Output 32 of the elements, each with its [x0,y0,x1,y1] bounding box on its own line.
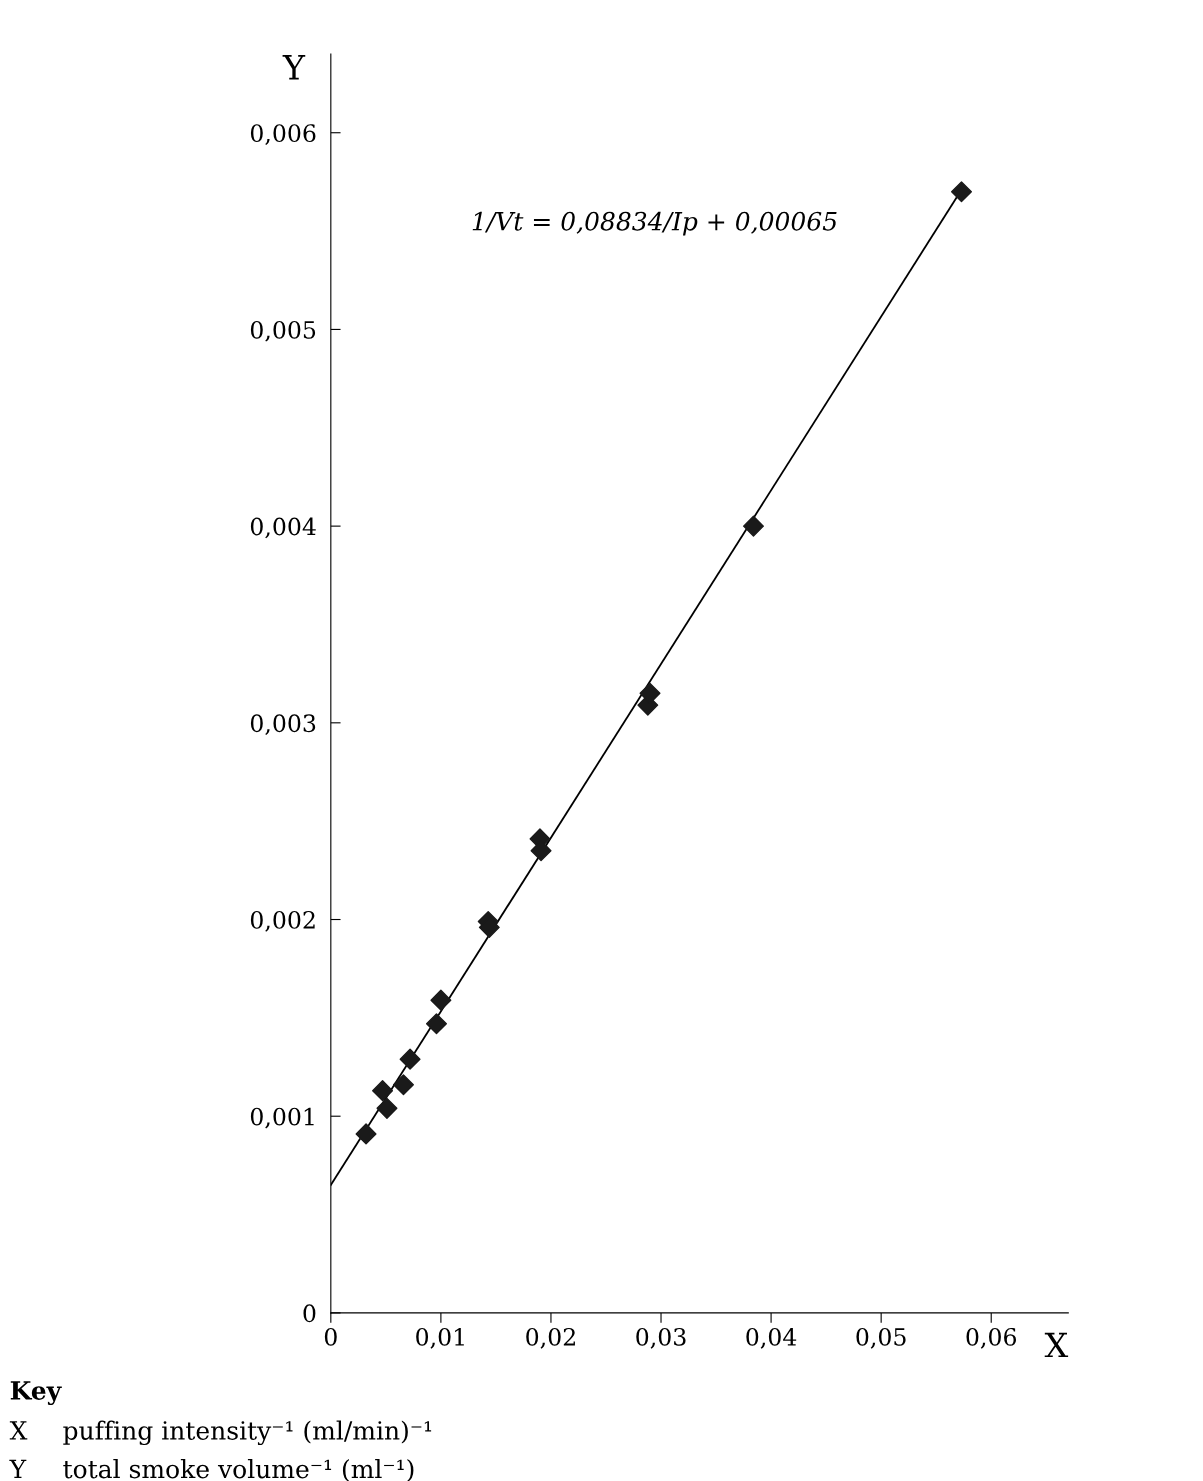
x-tick-label: 0,05 [856,1327,906,1349]
text: total smoke volume⁻¹ (ml⁻¹) [63,1459,414,1481]
y-tick-label: 0,006 [250,124,316,145]
y-tick-label: 0,005 [250,320,316,342]
text: Y [9,1459,27,1479]
annotation: 1/Vt = 0,08834/Ip + 0,00065 [472,211,837,236]
x-axis-title: X [1044,1332,1069,1358]
x-tick-label: 0,02 [526,1327,575,1349]
y-tick-label: 0 [303,1304,316,1323]
point [742,515,764,537]
y-tick-label: 0,004 [250,517,316,539]
x-tick-label: 0,01 [416,1327,464,1349]
point [425,1013,448,1035]
x-tick-label: 0,06 [966,1327,1017,1349]
y-tick-label: 0,003 [250,714,316,736]
point [372,1080,394,1102]
y-tick-label: 0,002 [250,910,315,932]
point [950,181,973,203]
text: puffing intensity⁻¹ (ml/min)⁻¹ [63,1420,432,1446]
y-tick-label: 0,001 [250,1107,314,1129]
text: X [9,1421,28,1440]
point [430,989,452,1011]
point [376,1097,398,1119]
point [639,682,661,704]
x-tick-label: 0,04 [746,1327,797,1349]
point [392,1074,414,1096]
point [399,1048,421,1070]
y-axis-title: Y [282,55,306,80]
point [355,1123,377,1145]
x-tick-label: 0 [324,1327,337,1346]
text: Key [10,1381,62,1406]
x-tick-label: 0,03 [636,1327,686,1349]
